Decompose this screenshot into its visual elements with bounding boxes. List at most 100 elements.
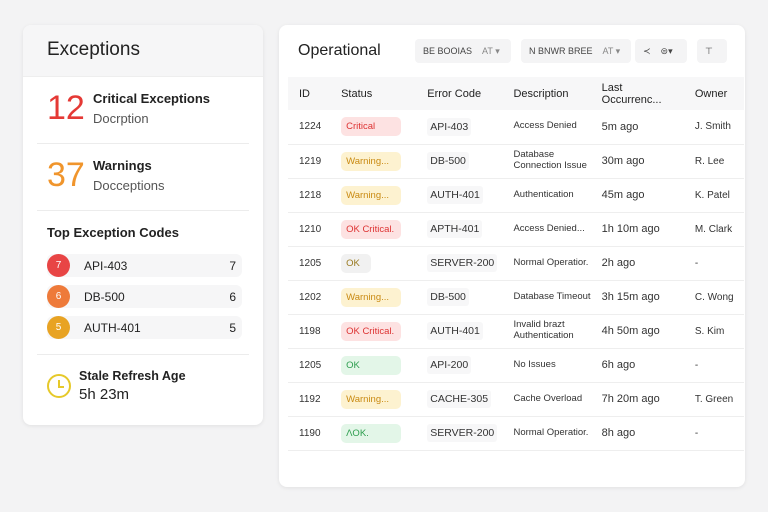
code-label: API-403 <box>84 258 128 273</box>
code-count: 5 <box>229 320 236 335</box>
table-row[interactable]: 1218 Warning... AUTH-401 Authentication … <box>288 178 744 213</box>
row-id: 1210 <box>288 212 331 247</box>
exception-code-item[interactable]: 6 DB-500 6 <box>47 285 242 308</box>
table-row[interactable]: 1205 OK API-200 No Issues 6h ago - <box>288 348 744 383</box>
error-code: SERVER-200 <box>427 424 498 442</box>
column-header[interactable]: Error Code <box>416 77 503 110</box>
exception-code-item[interactable]: 5 AUTH-401 5 <box>47 316 242 339</box>
status-badge: OK <box>341 253 372 273</box>
error-code: SERVER-200 <box>427 254 498 272</box>
rank-badge: 7 <box>47 254 70 277</box>
last-occurrence: 45m ago <box>590 178 684 213</box>
owner: - <box>683 416 744 451</box>
error-code: API-200 <box>427 356 472 374</box>
last-occurrence: 1h 10m ago <box>590 212 684 247</box>
owner: M. Clark <box>683 212 744 247</box>
export-icon[interactable]: ⊜▾ <box>660 45 673 56</box>
code-count: 7 <box>229 258 236 273</box>
filter-dropdown-2[interactable]: N BNWR BREE AT ▾ <box>521 39 631 63</box>
description: Access Denied <box>502 110 591 145</box>
error-code: DB-500 <box>427 152 469 170</box>
last-occurrence: 5m ago <box>590 110 684 145</box>
error-code: API-403 <box>427 117 472 136</box>
row-id: 1218 <box>288 178 331 213</box>
exception-code-item[interactable]: 7 API-403 7 <box>47 254 242 277</box>
warnings-label: Warnings <box>93 158 152 173</box>
filter-dropdown-1[interactable]: BE BOOIAS AT ▾ <box>415 39 511 63</box>
error-code: AUTH-401 <box>427 322 483 340</box>
divider <box>37 210 249 211</box>
last-occurrence: 30m ago <box>590 144 684 179</box>
owner: C. Wong <box>683 280 744 315</box>
row-id: 1202 <box>288 280 331 315</box>
description: Access Denied... <box>502 212 591 247</box>
critical-stat[interactable]: 12 Critical Exceptions Docrption <box>47 89 210 128</box>
table-row[interactable]: 1198 OK Critical. AUTH-401 Invalid brazt… <box>288 314 744 349</box>
exceptions-panel: Exceptions 12 Critical Exceptions Docrpt… <box>23 25 263 425</box>
error-code: AUTH-401 <box>427 186 483 204</box>
warnings-count: 37 <box>47 156 85 194</box>
stale-value: 5h 23m <box>79 386 130 403</box>
row-id: 1190 <box>288 416 331 451</box>
table-row[interactable]: 1224 Critical API-403 Access Denied 5m a… <box>288 110 744 145</box>
owner: - <box>683 348 744 383</box>
panel-title: Exceptions <box>23 25 263 77</box>
warnings-sub: Docceptions <box>93 178 165 193</box>
code-label: DB-500 <box>84 289 125 304</box>
description: Database Connection Issue <box>502 144 591 179</box>
row-id: 1219 <box>288 144 331 179</box>
status-badge: Warning... <box>341 287 402 307</box>
owner: - <box>683 246 744 281</box>
last-occurrence: 3h 15m ago <box>590 280 684 315</box>
critical-count: 12 <box>47 89 85 127</box>
last-occurrence: 8h ago <box>590 416 684 451</box>
table-row[interactable]: 1219 Warning... DB-500 Database Connecti… <box>288 144 744 179</box>
pin-button[interactable]: ⊤ <box>697 39 727 63</box>
column-header[interactable]: Last Occurrenc... <box>590 77 684 110</box>
last-occurrence: 4h 50m ago <box>590 314 684 349</box>
pin-icon: ⊤ <box>705 45 713 56</box>
top-codes-title: Top Exception Codes <box>47 225 179 240</box>
error-code: APTH-401 <box>427 220 483 238</box>
status-badge: Critical <box>341 117 402 137</box>
filter-label: N BNWR BREE <box>529 46 593 56</box>
code-count: 6 <box>229 289 236 304</box>
filter-label: BE BOOIAS <box>423 46 473 56</box>
column-header[interactable]: Status <box>330 77 417 110</box>
row-id: 1192 <box>288 382 331 417</box>
toolbar-group: ≺ ⊜▾ <box>635 39 687 63</box>
status-badge: OK <box>341 355 402 375</box>
description: Normal Operatior. <box>502 416 591 451</box>
table-row[interactable]: 1202 Warning... DB-500 Database Timeout … <box>288 280 744 315</box>
last-occurrence: 2h ago <box>590 246 684 281</box>
chevron-down-icon: AT ▾ <box>482 45 500 56</box>
table-row[interactable]: 1205 OK SERVER-200 Normal Operatior. 2h … <box>288 246 744 281</box>
table-row[interactable]: 1192 Warning... CACHE-305 Cache Overload… <box>288 382 744 417</box>
row-id: 1205 <box>288 246 331 281</box>
share-icon[interactable]: ≺ <box>643 45 651 56</box>
column-header[interactable]: ID <box>288 77 331 110</box>
table-row[interactable]: 1190 ΛOK. SERVER-200 Normal Operatior. 8… <box>288 416 744 451</box>
exceptions-table: ID Status Error Code Description Last Occurr… <box>288 77 744 451</box>
table-row[interactable]: 1210 OK Critical. APTH-401 Access Denied… <box>288 212 744 247</box>
code-label: AUTH-401 <box>84 320 141 335</box>
status-badge: ΛOK. <box>341 423 402 443</box>
warnings-stat[interactable]: 37 Warnings Docceptions <box>47 156 165 195</box>
rank-badge: 6 <box>47 285 70 308</box>
operational-panel: Operational BE BOOIAS AT ▾ N BNWR BREE AT … <box>279 25 745 487</box>
owner: T. Green <box>683 382 744 417</box>
divider <box>37 143 249 144</box>
divider <box>37 354 249 355</box>
column-header[interactable]: Owner <box>683 77 744 110</box>
status-badge: Warning... <box>341 151 402 171</box>
owner: J. Smith <box>683 110 744 145</box>
stale-label: Stale Refresh Age <box>79 369 186 383</box>
error-code: DB-500 <box>427 288 469 306</box>
description: Cache Overload <box>502 382 591 417</box>
description: Invalid brazt Authentication <box>502 314 591 349</box>
status-badge: Warning... <box>341 185 402 205</box>
rank-badge: 5 <box>47 316 70 339</box>
column-header[interactable]: Description <box>502 77 591 110</box>
description: Authentication <box>502 178 591 213</box>
panel-title: Operational <box>298 42 381 59</box>
